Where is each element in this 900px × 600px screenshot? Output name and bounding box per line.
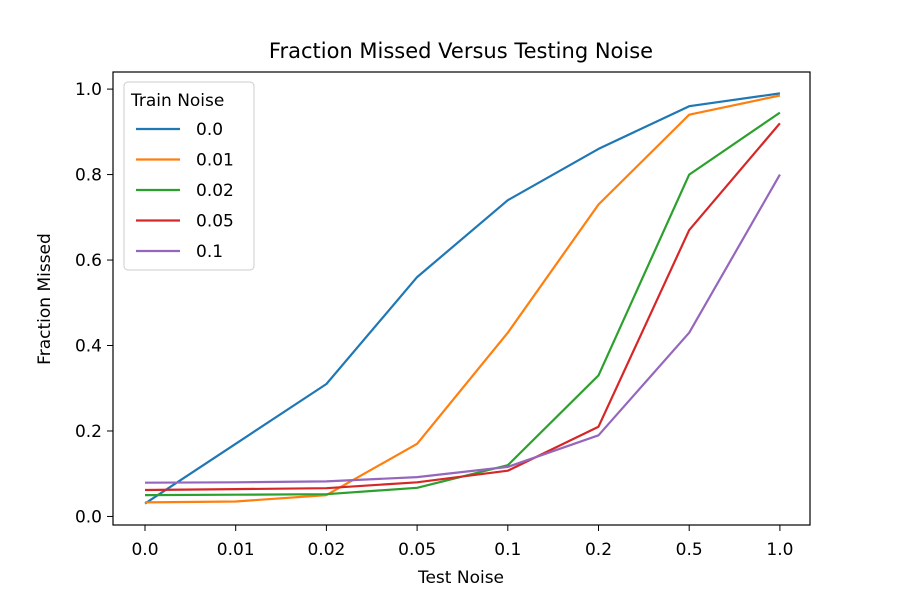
x-tick-label: 0.2 xyxy=(585,540,612,560)
legend-entry: 0.05 xyxy=(196,212,234,232)
legend-title: Train Noise xyxy=(130,91,224,111)
y-tick-label: 0.6 xyxy=(75,251,102,271)
series-line-0-0 xyxy=(144,92,781,505)
legend-entry: 0.01 xyxy=(196,151,234,171)
axis-ticks: 0.0 0.01 0.02 0.05 0.1 0.2 0.5 1.0 0.0 0.2 0.4 0.6 0… xyxy=(75,80,793,560)
y-tick-label: 0.8 xyxy=(75,166,102,186)
y-axis-label: Fraction Missed xyxy=(35,233,55,365)
x-tick-label: 1.0 xyxy=(766,540,793,560)
x-tick-label: 0.05 xyxy=(398,540,436,560)
y-tick-label: 1.0 xyxy=(75,80,102,100)
y-tick-label: 0.0 xyxy=(75,507,102,527)
x-axis-label: Test Noise xyxy=(417,568,504,588)
series-line-0-1 xyxy=(144,174,781,484)
x-tick-label: 0.02 xyxy=(307,540,345,560)
axes-frame xyxy=(112,71,811,526)
legend-entry: 0.0 xyxy=(196,120,223,140)
plot-area xyxy=(144,92,781,505)
chart-title: Fraction Missed Versus Testing Noise xyxy=(269,39,653,63)
legend-entry: 0.1 xyxy=(196,242,223,262)
y-tick-label: 0.4 xyxy=(75,337,102,357)
x-tick-label: 0.5 xyxy=(676,540,703,560)
legend: Train Noise 0.0 0.01 0.02 0.05 0.1 xyxy=(123,81,255,271)
series-line-0-05 xyxy=(144,122,781,492)
x-tick-label: 0.01 xyxy=(217,540,255,560)
x-tick-label: 0.1 xyxy=(494,540,521,560)
legend-entry: 0.02 xyxy=(196,181,234,201)
series-line-0-01 xyxy=(144,94,781,504)
x-tick-label: 0.0 xyxy=(131,540,158,560)
y-tick-label: 0.2 xyxy=(75,422,102,442)
